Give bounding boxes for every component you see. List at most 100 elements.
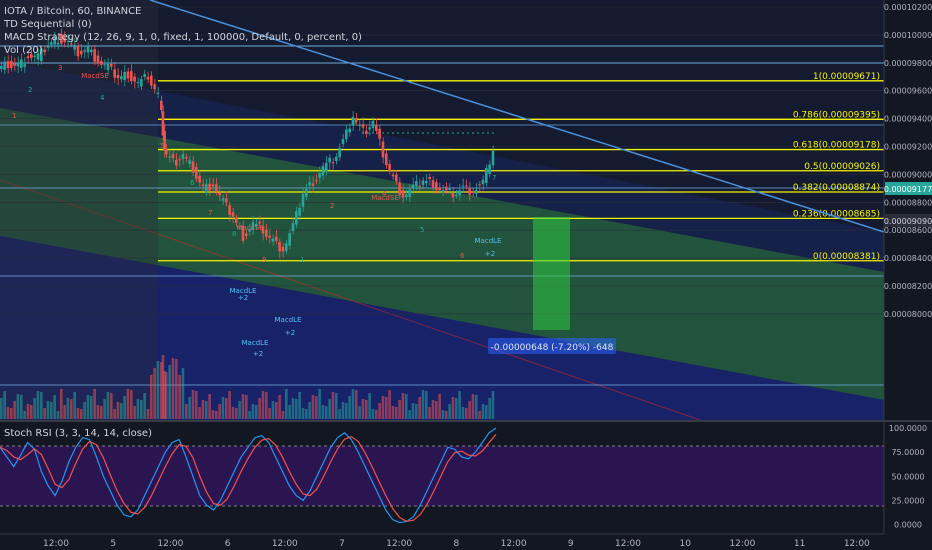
fib-level-label: 0(0.00008381): [813, 252, 880, 262]
candle-body: [261, 226, 265, 234]
candle-body: [50, 42, 53, 45]
volume-bar: [245, 395, 248, 419]
volume-bar: [228, 391, 231, 419]
indicator-macd-strategy[interactable]: MACD Strategy (12, 26, 9, 1, 0, fixed, 1…: [4, 32, 362, 43]
candle-body: [468, 188, 471, 195]
time-tick-label: 12:00: [844, 539, 870, 549]
volume-bar: [201, 400, 205, 419]
volume-bar: [355, 390, 358, 419]
candle-body: [358, 124, 361, 126]
volume-bar: [46, 401, 50, 419]
indicator-stoch-rsi[interactable]: Stoch RSI (3, 3, 14, 14, close): [4, 428, 152, 439]
time-tick-label: 9: [568, 539, 574, 549]
candle-body: [318, 173, 321, 178]
candle-body: [221, 198, 225, 201]
volume-bar: [325, 406, 328, 419]
candle-body: [191, 161, 195, 173]
volume-bar: [156, 361, 160, 419]
indicator-volume[interactable]: Vol (20): [4, 45, 43, 56]
candle-body: [275, 236, 278, 241]
price-tick-label: 0.00008400: [884, 254, 932, 263]
candle-body: [465, 185, 468, 187]
volume-bar: [130, 390, 133, 419]
macd-signal-label: MacdLE: [242, 339, 269, 347]
price-axis[interactable]: 0.00010200 0.00010000 0.00009800 0.00009600…: [883, 0, 932, 420]
candle-body: [123, 72, 126, 81]
volume-bar: [345, 403, 348, 419]
fibonacci-retracement[interactable]: 1(0.00009671) 0.786(0.00009395) 0.618(0.00…: [158, 72, 884, 262]
rsi-tick-label: 0.0000: [894, 521, 922, 530]
candle-body: [408, 189, 411, 197]
measure-tool[interactable]: -0.00000648 (-7.20%) -648: [488, 217, 616, 354]
measure-label-box: [488, 338, 616, 354]
macd-signal-label: +2: [238, 294, 248, 302]
time-tick-label: 12:00: [615, 539, 641, 549]
symbol-title[interactable]: IOTA / Bitcoin, 60, BINANCE: [4, 6, 141, 17]
stoch-rsi-pane[interactable]: 100.0000 75.0000 50.0000 25.0000 0.0000: [0, 422, 932, 534]
time-axis[interactable]: 12:00 5 12:00 6 12:00 7 12:00 8 12:00 9 12:00 10 12:…: [0, 533, 932, 550]
candle-body: [305, 189, 308, 197]
volume-bar: [238, 401, 241, 419]
volume-bar: [211, 410, 215, 419]
volume-bar: [251, 404, 255, 419]
volume-bar: [425, 391, 428, 419]
candle-body: [218, 192, 221, 196]
candle-body: [76, 45, 80, 57]
volume-bar: [385, 397, 388, 419]
td-count-label: 5: [160, 142, 164, 150]
rsi-tick-label: 75.0000: [891, 448, 924, 457]
candle-body: [291, 222, 295, 231]
time-tick-label: 12:00: [43, 539, 69, 549]
volume-bar: [258, 398, 261, 419]
price-tick-label: 0.00009000: [884, 170, 932, 179]
volume-bar: [171, 358, 175, 419]
time-tick-label: 12:00: [157, 539, 183, 549]
candle-body: [231, 212, 235, 217]
volume-bar: [441, 410, 445, 419]
channel-mid-line: [0, 179, 701, 421]
volume-bar: [70, 399, 73, 419]
descending-trendline[interactable]: [149, 0, 885, 233]
price-axis-bg: [884, 0, 932, 420]
volume-bar: [421, 390, 425, 419]
volume-bar: [341, 402, 345, 419]
fib-level-label: 1(0.00009671): [813, 72, 880, 82]
candle-body: [255, 223, 258, 227]
td-count-label: 4: [100, 94, 105, 102]
channel-blue-lower: [0, 236, 884, 420]
volume-bar: [308, 402, 311, 419]
volume-bar: [248, 411, 251, 419]
td-count-label: 6: [190, 179, 195, 187]
candle-body: [168, 156, 171, 158]
time-tick-label: 12:00: [501, 539, 527, 549]
volume-bar: [86, 395, 90, 419]
candle-body: [30, 54, 33, 58]
td-count-label: 5: [420, 226, 424, 234]
candle-body: [195, 167, 198, 179]
volume-bar: [63, 405, 66, 419]
volume-bar: [311, 395, 315, 419]
volume-bar: [478, 411, 481, 419]
indicator-td-sequential[interactable]: TD Sequential (0): [3, 19, 92, 30]
candle-body: [345, 129, 348, 139]
candle-body: [375, 125, 378, 131]
volume-bar: [411, 403, 415, 419]
horizontal-levels: [0, 45, 884, 386]
volume-bar: [465, 408, 468, 419]
macd-signal-label: +2: [285, 329, 295, 337]
candle-body: [441, 190, 445, 193]
volume-bar: [43, 408, 46, 419]
td-count-label: 1: [300, 256, 304, 264]
candle-body: [478, 184, 481, 186]
candle-body: [161, 111, 165, 136]
volume-bar: [458, 391, 461, 419]
price-grid: [0, 6, 884, 315]
volume-bar: [83, 402, 86, 419]
volume-bars: [0, 355, 495, 419]
volume-bar: [405, 394, 408, 419]
candle-body: [388, 164, 391, 171]
candle-body: [235, 217, 238, 223]
candle-body: [391, 174, 395, 177]
candle-body: [365, 130, 368, 134]
